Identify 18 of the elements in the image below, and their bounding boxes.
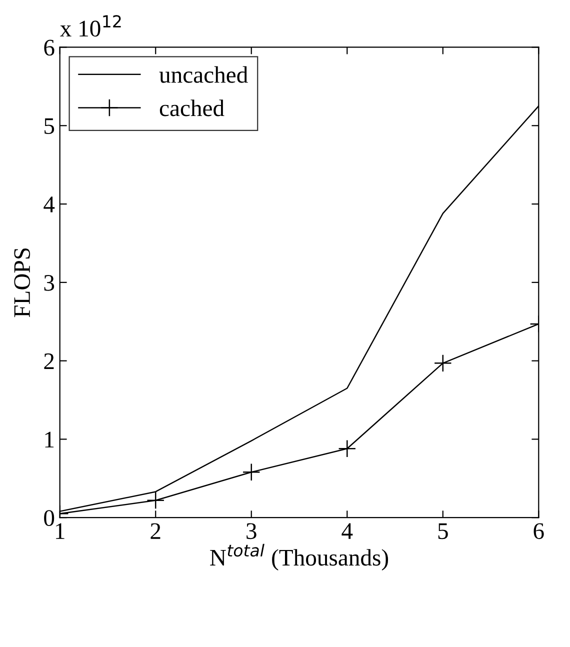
x-tick-label: 3 [246,523,256,540]
y-tick-label: 1 [45,432,54,448]
x-tick-label: 5 [438,523,448,540]
legend-label: uncached [159,66,248,83]
y-tick-label: 0 [44,510,54,526]
x-axis-title: N$^{total}$ (Thousands) [210,544,388,570]
x-tick-label: 4 [342,523,353,539]
x-tick-label: 6 [534,523,544,540]
y-axis-title: FLOPS [14,248,30,318]
x-tick-label: 2 [150,523,160,539]
y-tick-label: 5 [44,118,54,134]
legend-label: cached [160,100,224,116]
y-tick-label: 3 [44,274,54,291]
text: x 10$^{12}$ [60,15,121,37]
y-tick-label: 4 [44,196,55,212]
x-tick-label: 1 [56,523,64,539]
y-tick-label: 6 [44,40,54,56]
y-tick-label: 2 [44,353,54,369]
